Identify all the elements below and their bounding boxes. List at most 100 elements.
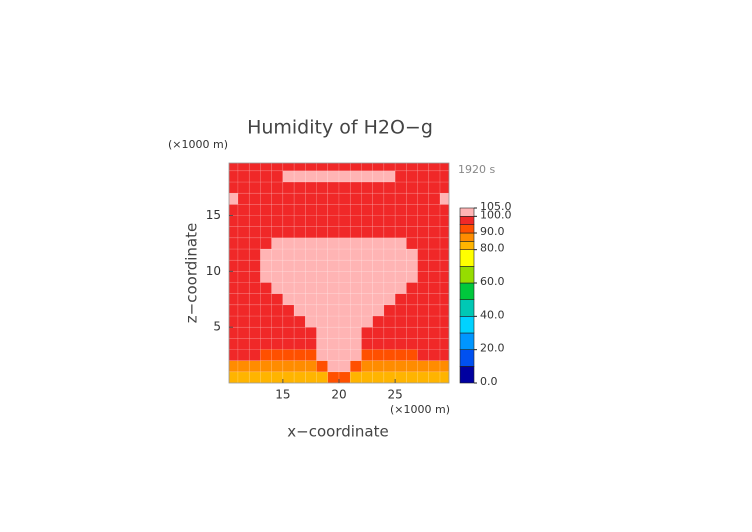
cell	[237, 282, 250, 294]
cell	[327, 326, 340, 339]
cell	[383, 170, 396, 183]
cell	[349, 326, 362, 339]
cell	[439, 170, 449, 183]
cell	[349, 204, 362, 216]
cell	[417, 304, 430, 317]
cell	[293, 163, 306, 172]
cell	[282, 315, 295, 328]
cell	[417, 237, 430, 250]
cell	[316, 371, 329, 383]
colorbar-label: 100.0	[480, 208, 512, 221]
cell	[338, 259, 351, 272]
cell	[327, 349, 340, 361]
cell	[349, 304, 362, 317]
cell	[248, 349, 261, 361]
cell	[338, 271, 351, 283]
cell	[305, 282, 317, 294]
cell	[338, 315, 351, 328]
cell	[248, 204, 261, 216]
cell	[293, 315, 306, 328]
cell	[406, 259, 418, 272]
cell	[361, 338, 373, 350]
cell	[372, 293, 385, 306]
cell	[282, 181, 295, 194]
cell	[327, 293, 340, 306]
cell	[229, 248, 239, 261]
cell	[394, 204, 407, 216]
cell	[417, 215, 430, 227]
cell	[406, 170, 418, 183]
cell	[248, 282, 261, 294]
cell	[428, 271, 441, 283]
colorbar-segment	[459, 332, 475, 350]
cell	[417, 349, 430, 361]
cell	[394, 360, 407, 373]
colorbar-segment	[459, 299, 475, 317]
cell	[439, 315, 449, 328]
chart-title: Humidity of H2O−g	[247, 117, 433, 139]
cell	[237, 248, 250, 261]
cell	[406, 163, 418, 172]
cell	[260, 326, 272, 339]
colorbar-segment	[459, 349, 475, 367]
cell	[406, 282, 418, 294]
cell	[316, 170, 329, 183]
cell	[260, 282, 272, 294]
cell	[338, 237, 351, 250]
y-axis-title: z−coordinate	[183, 223, 201, 323]
cell	[260, 259, 272, 272]
cell	[327, 163, 340, 172]
cell	[406, 215, 418, 227]
cell	[293, 259, 306, 272]
cell	[316, 338, 329, 350]
colorbar-segment	[459, 241, 475, 250]
cell	[248, 170, 261, 183]
cell	[293, 204, 306, 216]
cell	[260, 163, 272, 172]
cell	[383, 326, 396, 339]
cell	[417, 163, 430, 172]
cell	[271, 248, 284, 261]
cell	[439, 293, 449, 306]
cell	[305, 293, 317, 306]
cell	[349, 315, 362, 328]
cell	[229, 349, 239, 361]
cell	[383, 360, 396, 373]
cell	[271, 204, 284, 216]
cell	[439, 204, 449, 216]
cell	[349, 170, 362, 183]
cell	[229, 360, 239, 373]
cell	[361, 181, 373, 194]
cell	[248, 163, 261, 172]
cell	[327, 259, 340, 272]
cell	[349, 226, 362, 239]
cell	[338, 293, 351, 306]
cell	[372, 181, 385, 194]
cell	[282, 371, 295, 383]
cell	[229, 204, 239, 216]
cell	[305, 338, 317, 350]
colorbar-label: 105.0	[480, 200, 512, 213]
cell	[372, 338, 385, 350]
cell	[271, 371, 284, 383]
cell	[383, 181, 396, 194]
cell	[349, 215, 362, 227]
cell	[372, 360, 385, 373]
cell	[394, 371, 407, 383]
y-unit: (×1000 m)	[168, 138, 228, 151]
cell	[316, 315, 329, 328]
colorbar-label: 40.0	[480, 308, 505, 321]
cell	[248, 371, 261, 383]
cell	[327, 338, 340, 350]
cell	[271, 192, 284, 205]
cell	[406, 204, 418, 216]
cell	[237, 170, 250, 183]
cell	[237, 163, 250, 172]
cell	[305, 360, 317, 373]
cell	[349, 293, 362, 306]
cell	[229, 282, 239, 294]
cell	[305, 315, 317, 328]
cell	[439, 371, 449, 383]
cell	[439, 237, 449, 250]
cell	[349, 349, 362, 361]
